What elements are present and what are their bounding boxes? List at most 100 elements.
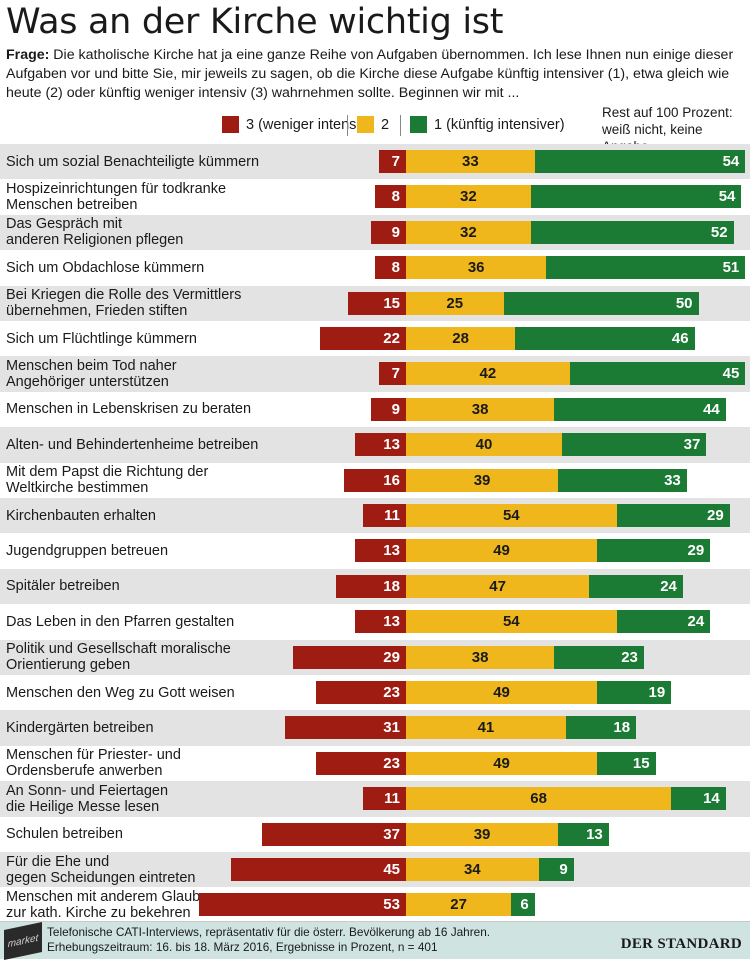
legend-swatch-s1 [410, 116, 427, 133]
chart-row: Politik und Gesellschaft moralische Orie… [0, 639, 750, 675]
row-label: Mit dem Papst die Richtung der Weltkirch… [6, 464, 209, 497]
bar-segment-s1: 18 [565, 716, 637, 740]
row-label: Politik und Gesellschaft moralische Orie… [6, 641, 231, 674]
legend-label-s1: 1 (künftig intensiver) [434, 116, 565, 133]
bar-segment-s3: 7 [378, 150, 406, 173]
legend-label-s2: 2 [381, 116, 390, 133]
row-label: An Sonn- und Feiertagen die Heilige Mess… [6, 782, 169, 815]
bar-segment-s1: 54 [534, 150, 746, 173]
bar-segment-s1: 46 [515, 327, 695, 350]
bar-segment-s2: 33 [406, 150, 535, 173]
brand-logo: DER STANDARD [620, 936, 742, 952]
bar-segment-s2: 25 [406, 291, 504, 315]
bar-segment-s3: 9 [370, 220, 406, 244]
bar-segment-s3: 15 [347, 291, 406, 315]
legend-item-s2: 2 [357, 116, 389, 133]
row-label: Menschen in Lebenskrisen zu beraten [6, 401, 252, 418]
bar-segment-s1: 29 [616, 504, 730, 527]
bar-segment-s3: 23 [316, 681, 406, 704]
bar-segment-s2: 42 [406, 362, 570, 386]
row-label: Das Gespräch mit anderen Religionen pfle… [6, 216, 184, 249]
bar-segment-s2: 39 [406, 468, 559, 492]
bar-segment-s2: 32 [406, 185, 531, 209]
legend-item-s1: 1 (künftig intensiver) [410, 116, 565, 133]
row-label: Sich um Flüchtlinge kümmern [6, 330, 197, 347]
legend-label-s3: 3 (weniger intensiv) [246, 116, 372, 133]
chart-row: Jugendgruppen betreuen 13 49 29 [0, 533, 750, 568]
question-text: Frage: Die katholische Kirche hat ja ein… [6, 46, 746, 103]
chart-row: Sich um Obdachlose kümmern 8 36 51 [0, 250, 750, 285]
chart-row: Für die Ehe und gegen Scheidungen eintre… [0, 852, 750, 888]
chart-row: Hospizeinrichtungen für todkranke Mensch… [0, 179, 750, 214]
chart-row: Menschen beim Tod naher Angehöriger unte… [0, 356, 750, 392]
bar-segment-s2: 47 [406, 574, 590, 598]
chart-title: Was an der Kirche wichtig ist [6, 2, 504, 42]
chart-row: Das Leben in den Pfarren gestalten 13 54 24 [0, 604, 750, 639]
chart-row: Kindergärten betreiben 31 41 18 [0, 710, 750, 746]
bar-segment-s1: 37 [562, 433, 707, 457]
bar-segment-s1: 13 [558, 822, 609, 846]
row-label: Menschen mit anderem Glauben zur kath. K… [6, 889, 217, 922]
row-label: Jugendgruppen betreuen [6, 543, 169, 560]
bar-segment-s3: 13 [355, 539, 406, 563]
bar-segment-s1: 51 [546, 256, 746, 280]
bar-segment-s3: 53 [199, 893, 406, 917]
bar-segment-s2: 28 [406, 327, 516, 350]
legend-swatch-s3 [222, 116, 239, 133]
footer: market Telefonische CATI-Interviews, rep… [0, 921, 750, 960]
bar-segment-s1: 29 [597, 539, 711, 563]
legend: 3 (weniger intensiv) 2 1 (künftig intens… [0, 114, 750, 138]
bar-segment-s2: 27 [406, 893, 512, 917]
legend-divider [347, 115, 348, 136]
chart-row: An Sonn- und Feiertagen die Heilige Mess… [0, 781, 750, 817]
bar-segment-s2: 38 [406, 397, 555, 421]
bar-segment-s3: 31 [285, 716, 406, 740]
row-label: Kirchenbauten erhalten [6, 507, 156, 524]
bar-segment-s1: 44 [554, 397, 726, 421]
bar-segment-s2: 49 [406, 751, 598, 775]
bar-segment-s2: 32 [406, 220, 531, 244]
bar-segment-s1: 15 [597, 751, 656, 775]
bar-segment-s3: 11 [363, 504, 406, 527]
row-label: Für die Ehe und gegen Scheidungen eintre… [6, 853, 196, 886]
bar-segment-s1: 6 [511, 893, 535, 917]
chart-row: Bei Kriegen die Rolle des Vermittlers üb… [0, 285, 750, 321]
chart-row: Das Gespräch mit anderen Religionen pfle… [0, 214, 750, 251]
bar-segment-s3: 13 [355, 433, 406, 457]
bar-segment-s2: 41 [406, 716, 566, 740]
row-label: Menschen für Priester- und Ordensberufe … [6, 747, 181, 780]
row-label: Menschen den Weg zu Gott weisen [6, 684, 235, 701]
chart-row: Menschen mit anderem Glauben zur kath. K… [0, 887, 750, 922]
bar-segment-s3: 7 [378, 362, 406, 386]
chart-row: Sich um sozial Benachteiligte kümmern 7 33… [0, 144, 750, 180]
source-note: Telefonische CATI-Interviews, repräsenta… [47, 925, 491, 954]
row-label: Sich um Obdachlose kümmern [6, 259, 205, 276]
row-label: Menschen beim Tod naher Angehöriger unte… [6, 358, 177, 391]
chart-row: Menschen für Priester- und Ordensberufe … [0, 746, 750, 781]
bar-segment-s3: 23 [316, 751, 406, 775]
bar-segment-s2: 49 [406, 681, 598, 704]
row-label: Bei Kriegen die Rolle des Vermittlers üb… [6, 287, 242, 320]
legend-swatch-s2 [357, 116, 374, 133]
row-label: Alten- und Behindertenheime betreiben [6, 436, 259, 453]
row-label: Schulen betreiben [6, 826, 123, 843]
bar-segment-s3: 29 [292, 645, 406, 669]
bar-segment-s1: 19 [597, 681, 672, 704]
bar-segment-s3: 8 [374, 256, 406, 280]
bar-segment-s3: 13 [355, 610, 406, 634]
bar-segment-s3: 11 [363, 787, 406, 811]
question-label: Frage: [6, 47, 50, 63]
chart-row: Menschen den Weg zu Gott weisen 23 49 19 [0, 675, 750, 710]
row-label: Sich um sozial Benachteiligte kümmern [6, 153, 260, 170]
bar-segment-s1: 14 [671, 787, 726, 811]
bar-segment-s1: 33 [558, 468, 687, 492]
bar-segment-s2: 39 [406, 822, 559, 846]
bar-segment-s2: 54 [406, 610, 617, 634]
bar-segment-s2: 36 [406, 256, 547, 280]
bar-segment-s3: 9 [370, 397, 406, 421]
bar-segment-s2: 38 [406, 645, 555, 669]
legend-item-s3: 3 (weniger intensiv) [222, 116, 372, 133]
question-body: Die katholische Kirche hat ja eine ganze… [6, 47, 734, 101]
bar-segment-s1: 9 [538, 858, 574, 881]
row-label: Das Leben in den Pfarren gestalten [6, 613, 235, 630]
